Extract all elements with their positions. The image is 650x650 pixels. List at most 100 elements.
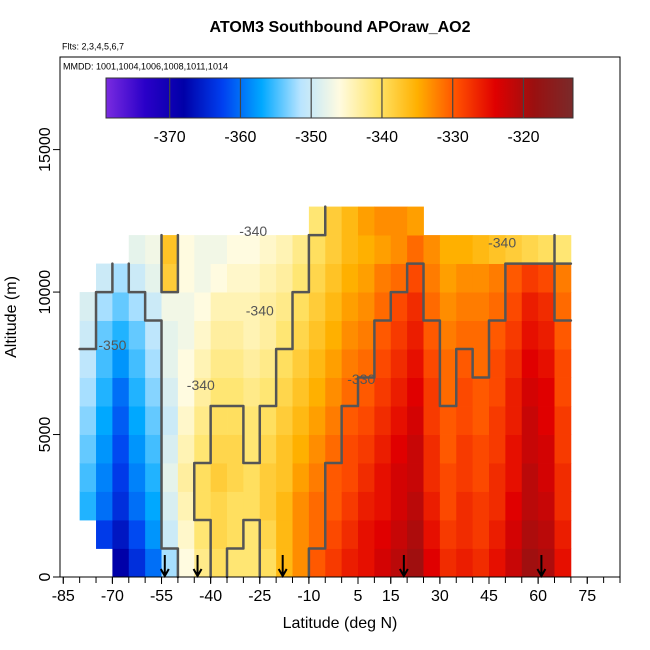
- heatmap-cell: [374, 548, 392, 578]
- heatmap-cell: [554, 520, 572, 549]
- heatmap-cell: [390, 406, 408, 435]
- overlay: -340 -340 -340 -350 -340 -330: [98, 223, 547, 579]
- heatmap-cell: [439, 377, 457, 407]
- heatmap-cell: [456, 377, 474, 407]
- colorbar-tick-label: -360: [224, 129, 256, 146]
- heatmap-cell: [390, 292, 408, 321]
- heatmap-cell: [276, 434, 293, 464]
- heatmap-cell: [308, 377, 326, 407]
- heatmap-cell: [407, 263, 424, 293]
- heatmap-cell: [308, 206, 326, 236]
- heatmap-cell: [210, 377, 228, 407]
- heatmap-cell: [505, 349, 523, 378]
- heatmap-cell: [308, 263, 326, 293]
- heatmap-cell: [227, 235, 244, 264]
- heatmap-cell: [423, 434, 441, 464]
- heatmap-cell: [439, 349, 457, 378]
- heatmap-cell: [79, 377, 97, 407]
- heatmap-cell: [210, 263, 228, 293]
- heatmap-cell: [243, 406, 261, 435]
- heatmap-cell: [177, 406, 195, 435]
- heatmap-cell: [227, 491, 244, 521]
- heatmap-cell: [374, 292, 392, 321]
- heatmap-cell: [489, 520, 506, 549]
- heatmap-cell: [325, 548, 343, 578]
- heatmap-cell: [390, 263, 408, 293]
- heatmap-cell: [407, 406, 424, 435]
- heatmap-cell: [194, 320, 212, 350]
- heatmap-cell: [407, 377, 424, 407]
- heatmap-cell: [259, 406, 277, 435]
- heatmap-cell: [472, 349, 490, 378]
- heatmap-cell: [243, 434, 261, 464]
- heatmap-cell: [489, 320, 506, 350]
- heatmap-cell: [358, 463, 375, 492]
- heatmap-cell: [554, 406, 572, 435]
- heatmap-cell: [423, 349, 441, 378]
- heatmap-cell: [227, 292, 244, 321]
- heatmap-cell: [456, 548, 474, 578]
- heatmap-cell: [259, 235, 277, 264]
- heatmap-cell: [472, 320, 490, 350]
- heatmap-cell: [145, 320, 162, 350]
- heatmap-cell: [358, 349, 375, 378]
- heatmap-cell: [407, 520, 424, 549]
- heatmap-cell: [112, 463, 130, 492]
- heatmap-cell: [227, 434, 244, 464]
- heatmap-cell: [96, 320, 113, 350]
- heatmap-cell: [538, 434, 555, 464]
- heatmap-cell: [292, 349, 310, 378]
- heatmap-cell: [210, 491, 228, 521]
- heatmap-cell: [96, 349, 113, 378]
- x-tick-label: -55: [150, 588, 173, 605]
- heatmap-cell: [505, 406, 523, 435]
- heatmap-cell: [276, 377, 293, 407]
- heatmap-cell: [390, 491, 408, 521]
- heatmap-cell: [390, 206, 408, 236]
- heatmap-cell: [292, 434, 310, 464]
- colorbar-tick-label: -330: [437, 129, 469, 146]
- heatmap-cell: [521, 263, 539, 293]
- heatmap-cell: [112, 349, 130, 378]
- x-tick-label: -25: [248, 588, 271, 605]
- heatmap-cell: [145, 406, 162, 435]
- heatmap-cell: [79, 463, 97, 492]
- heatmap-cell: [358, 206, 375, 236]
- heatmap-cell: [538, 406, 555, 435]
- heatmap-cell: [161, 320, 179, 350]
- heatmap-cell: [145, 263, 162, 293]
- heatmap-cell: [161, 377, 179, 407]
- heatmap-cell: [358, 377, 375, 407]
- heatmap-cell: [325, 206, 343, 236]
- heatmap-cell: [554, 491, 572, 521]
- heatmap-cell: [407, 206, 424, 236]
- heatmap-cell: [308, 434, 326, 464]
- heatmap-cell: [128, 520, 146, 549]
- heatmap-cell: [439, 406, 457, 435]
- heatmap-cell: [112, 406, 130, 435]
- heatmap-cell: [308, 463, 326, 492]
- heatmap-cell: [374, 206, 392, 236]
- heatmap-cell: [112, 491, 130, 521]
- heatmap-cell: [341, 292, 359, 321]
- heatmap-cell: [210, 292, 228, 321]
- colorbar-tick-label: -340: [366, 129, 398, 146]
- heatmap-cell: [128, 377, 146, 407]
- heatmap-cell: [79, 434, 97, 464]
- heatmap-cell: [538, 292, 555, 321]
- colorbar: [105, 77, 574, 119]
- heatmap-cell: [145, 377, 162, 407]
- heatmap-cell: [456, 406, 474, 435]
- heatmap-cell: [374, 349, 392, 378]
- heatmap-cell: [390, 349, 408, 378]
- heatmap-cell: [128, 491, 146, 521]
- heatmap-cell: [341, 434, 359, 464]
- heatmap: [79, 206, 572, 578]
- heatmap-cell: [358, 292, 375, 321]
- heatmap-cell: [407, 320, 424, 350]
- annotation: MMDD: 1001,1004,1006,1008,1011,1014: [63, 61, 228, 71]
- heatmap-cell: [423, 491, 441, 521]
- heatmap-cell: [521, 434, 539, 464]
- heatmap-cell: [128, 406, 146, 435]
- heatmap-cell: [227, 377, 244, 407]
